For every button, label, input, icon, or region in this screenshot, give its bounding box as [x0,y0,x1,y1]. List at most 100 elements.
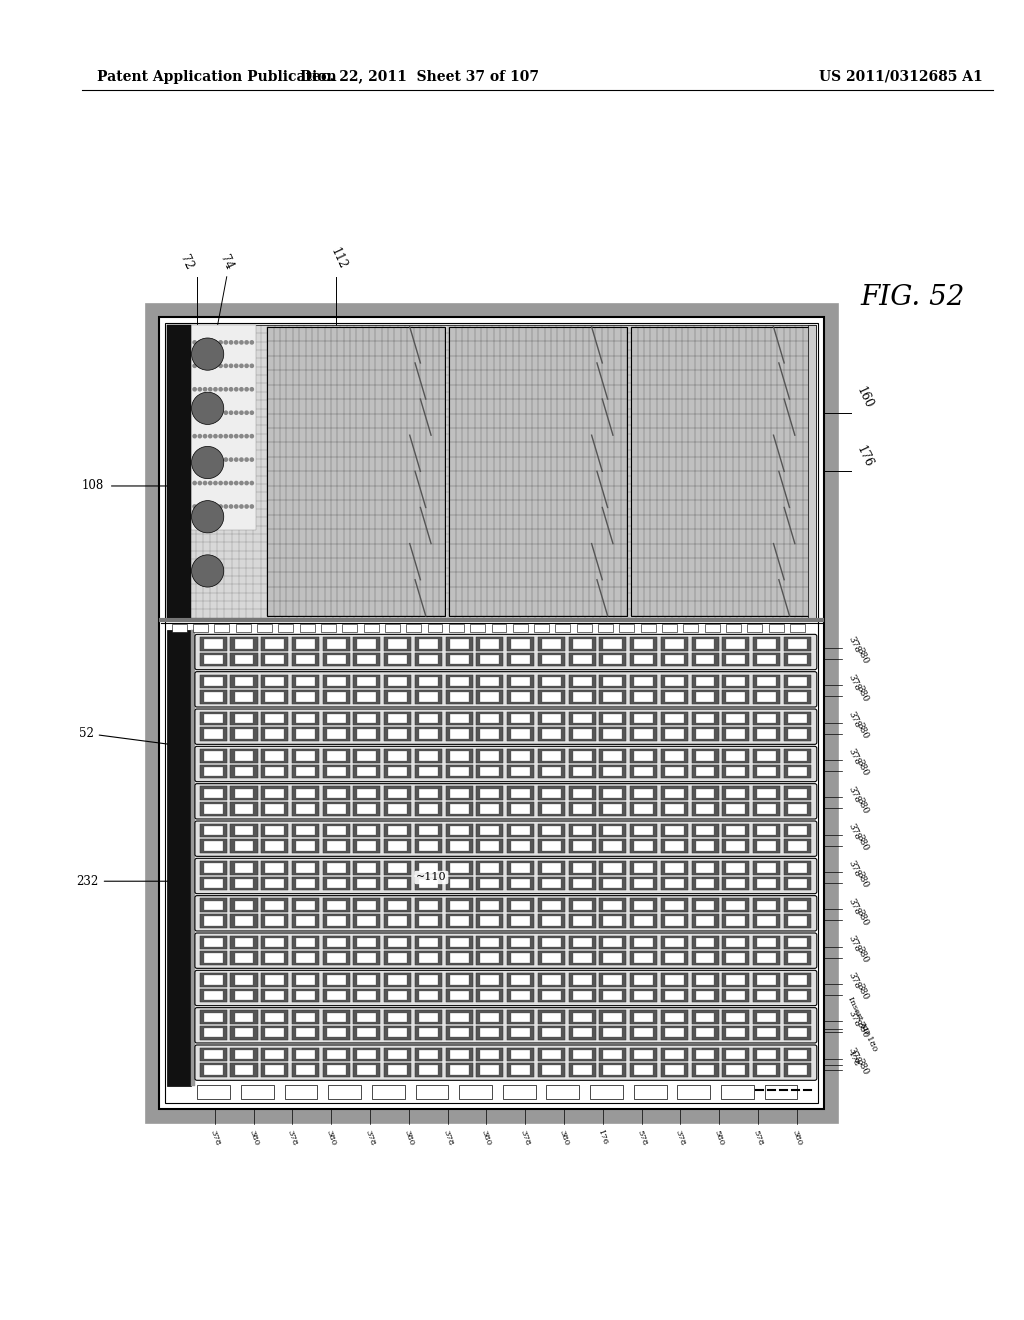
Bar [787,863,807,873]
Bar [230,952,257,965]
Bar [599,989,627,1002]
Bar [323,711,350,726]
Bar [388,1049,408,1060]
Bar [476,764,504,779]
Bar [265,916,285,925]
Bar [384,1063,412,1077]
Bar [296,1049,315,1060]
Circle shape [203,504,208,508]
Bar [507,899,535,912]
Bar [214,624,229,632]
Bar [630,711,657,726]
Bar [476,750,504,763]
Circle shape [245,411,249,414]
Bar [480,953,500,962]
Bar [327,953,346,962]
Bar [660,675,688,688]
Bar [665,841,684,851]
Bar [353,973,381,987]
Bar [480,1065,500,1074]
Bar [726,1065,745,1074]
Bar [757,953,776,962]
Circle shape [233,434,239,438]
Bar [538,1011,565,1024]
Bar [634,863,653,873]
Circle shape [218,457,223,462]
Bar [542,937,561,948]
Bar [695,990,715,1001]
Bar [200,973,226,987]
Circle shape [250,434,254,438]
Bar [507,1048,535,1061]
Bar [388,730,408,739]
Bar [783,876,811,890]
Bar [357,879,377,888]
Bar [691,861,719,875]
Bar [261,638,289,651]
Circle shape [193,411,197,414]
Bar [695,1049,715,1060]
Bar [634,677,653,686]
Bar [384,840,412,853]
Bar [476,840,504,853]
Bar [204,1028,223,1038]
Bar [787,990,807,1001]
Text: 380: 380 [854,982,869,1002]
Bar [261,764,289,779]
Circle shape [213,457,218,462]
Bar [384,652,412,667]
Bar [357,990,377,1001]
Bar [327,730,346,739]
Bar [507,727,535,741]
Bar [261,675,289,688]
Bar [445,840,473,853]
Bar [568,840,596,853]
Text: US 2011/0312685 A1: US 2011/0312685 A1 [819,70,983,83]
Bar [542,767,561,776]
Bar [450,990,469,1001]
Bar [757,990,776,1001]
Bar [726,1028,745,1038]
Bar [265,826,285,836]
Bar [292,727,319,741]
Text: 378: 378 [846,1008,862,1028]
Bar [722,764,750,779]
Bar [538,1048,565,1061]
Bar [296,1012,315,1022]
Bar [753,840,780,853]
Bar [357,953,377,962]
Bar [204,804,223,813]
Bar [230,1026,257,1040]
Bar [630,652,657,667]
Bar [384,952,412,965]
Bar [634,937,653,948]
Bar [445,750,473,763]
Bar [665,714,684,723]
Bar [783,936,811,949]
Bar [384,876,412,890]
Bar [476,824,504,837]
Bar [695,953,715,962]
Bar [787,1028,807,1038]
Circle shape [250,457,254,462]
Bar [572,1012,592,1022]
Bar [204,900,223,909]
Circle shape [191,392,224,425]
Bar [542,826,561,836]
Bar [445,913,473,928]
Text: 74: 74 [218,252,236,272]
Bar [476,973,504,987]
Bar [327,767,346,776]
Circle shape [191,554,224,587]
Bar [285,1085,317,1098]
Bar [234,1012,254,1022]
Bar [691,824,719,837]
Bar [753,750,780,763]
Bar [419,879,438,888]
Bar [753,690,780,704]
Bar [783,913,811,928]
Bar [445,824,473,837]
Bar [787,655,807,664]
Bar [511,692,530,701]
Bar [722,936,750,949]
